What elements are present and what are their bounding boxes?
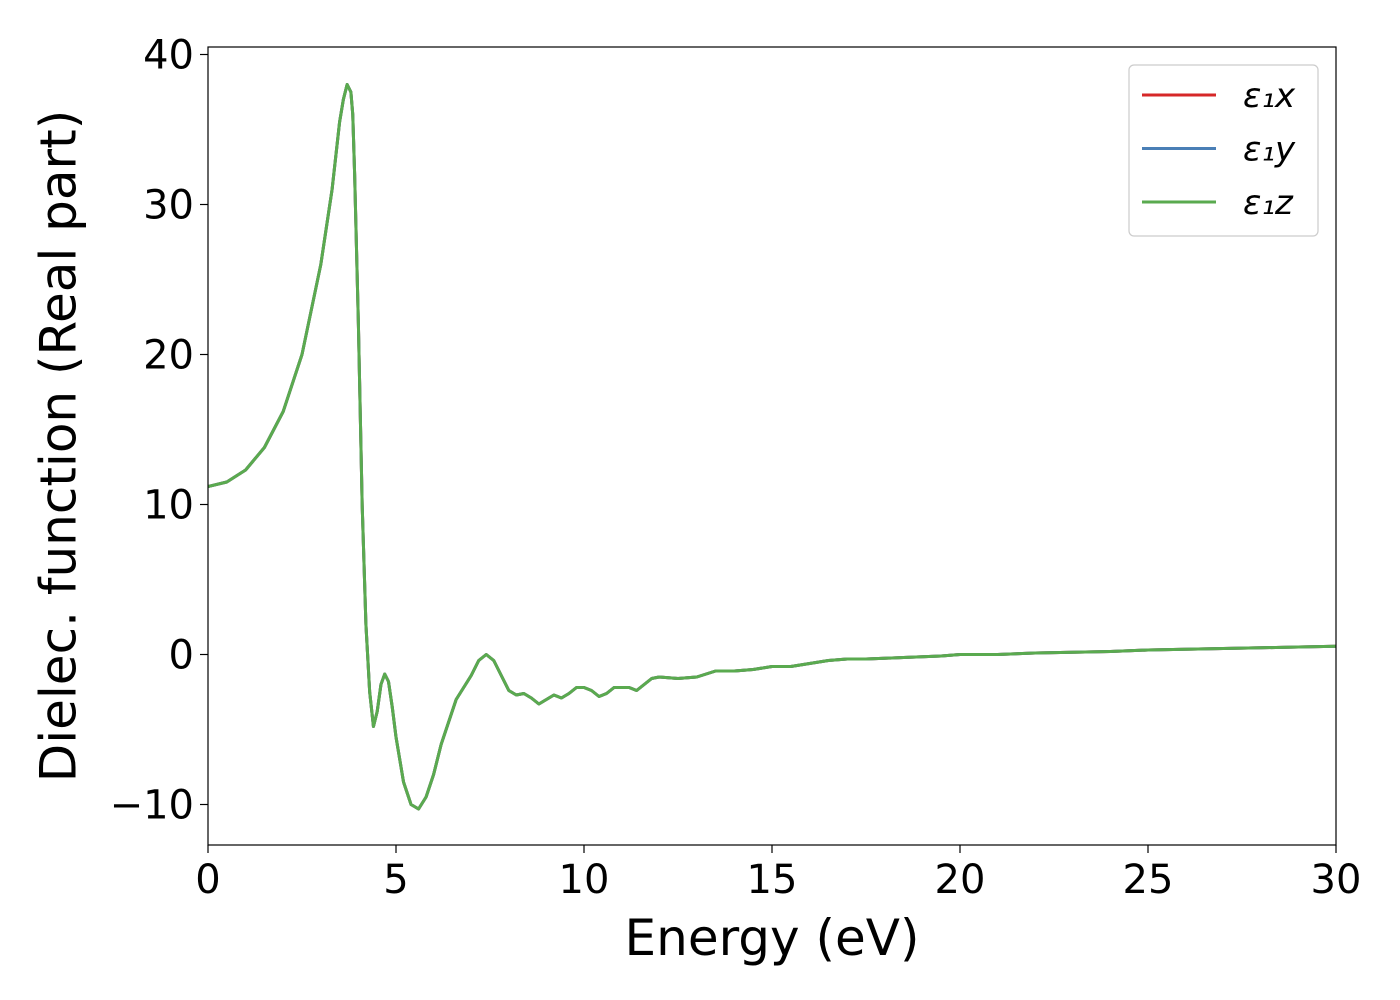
x-tick-label: 20 [935, 857, 986, 903]
legend-box [1128, 64, 1319, 237]
legend-label-3: ε₁z [1243, 183, 1294, 223]
x-axis-ticks: 0 5 10 15 20 25 30 [195, 845, 1361, 903]
x-tick-label: 30 [1311, 857, 1362, 903]
y-tick-label: 40 [143, 33, 194, 79]
y-tick-label: 10 [143, 483, 194, 529]
x-tick-label: 10 [559, 857, 610, 903]
series-layer [208, 83, 1336, 811]
x-tick-label: 25 [1123, 857, 1174, 903]
y-tick-label: 30 [143, 183, 194, 229]
y-axis-ticks: −10 0 10 20 30 40 [110, 33, 208, 829]
legend-label-1: ε₁x [1243, 76, 1296, 116]
y-tick-label: 0 [169, 633, 194, 679]
x-axis-label: Energy (eV) [625, 909, 920, 967]
legend-label-2: ε₁y [1243, 130, 1296, 170]
x-tick-label: 0 [195, 857, 220, 903]
x-tick-label: 5 [383, 857, 408, 903]
x-tick-label: 15 [747, 857, 798, 903]
y-axis-label: Dielec. function (Real part) [30, 110, 88, 782]
legend: ε₁x ε₁y ε₁z [1128, 64, 1319, 237]
series-line-3 [208, 83, 1336, 811]
y-tick-label: −10 [110, 783, 194, 829]
y-tick-label: 20 [143, 333, 194, 379]
